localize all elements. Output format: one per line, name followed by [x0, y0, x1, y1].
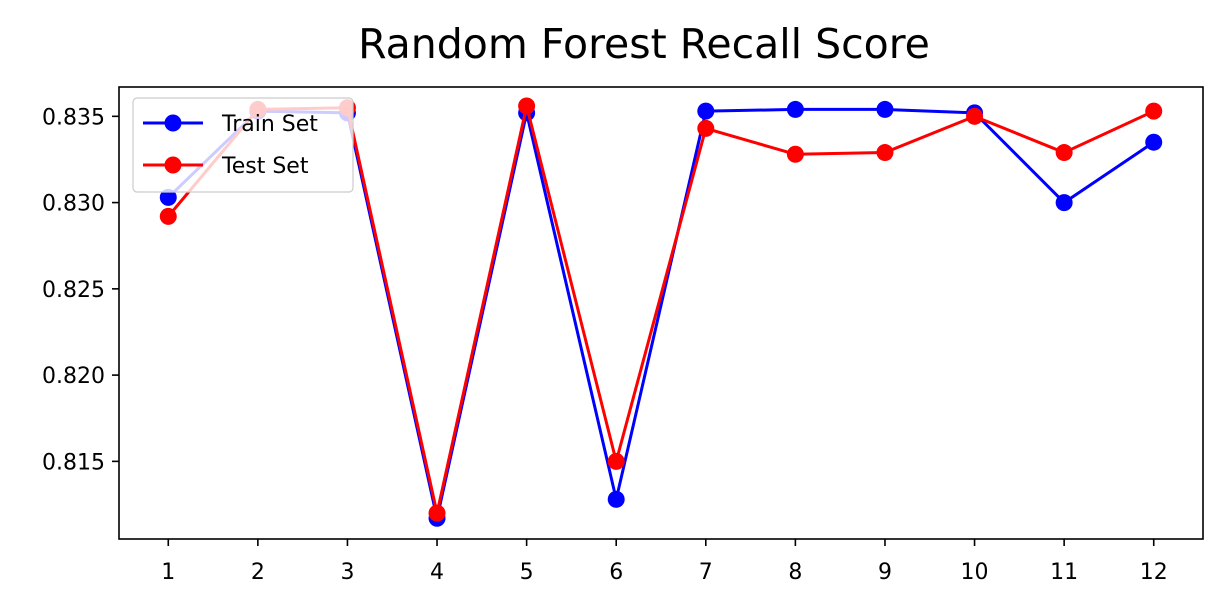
x-tick-label: 1	[161, 560, 175, 585]
legend-test-marker	[164, 156, 182, 174]
y-tick-label: 0.835	[42, 105, 105, 130]
x-tick-label: 7	[699, 560, 713, 585]
x-tick-label: 10	[961, 560, 989, 585]
x-tick-label: 3	[340, 560, 354, 585]
data-point-test	[607, 452, 625, 470]
x-tick-label: 6	[609, 560, 623, 585]
data-point-test	[159, 207, 177, 225]
data-point-test	[786, 145, 804, 163]
data-point-train	[159, 188, 177, 206]
y-tick-label: 0.830	[42, 192, 105, 217]
data-point-train	[1145, 133, 1163, 151]
x-tick-label: 5	[520, 560, 534, 585]
data-point-train	[786, 100, 804, 118]
y-tick-label: 0.820	[42, 364, 105, 389]
x-tick-label: 11	[1050, 560, 1078, 585]
data-point-train	[1055, 194, 1073, 212]
x-tick-label: 8	[788, 560, 802, 585]
data-point-test	[1055, 144, 1073, 162]
legend-train-marker	[164, 114, 182, 132]
data-point-test	[1145, 102, 1163, 120]
x-axis: 1 2 3 4 5 6 7 8 9 10 11 12	[161, 539, 1168, 585]
y-axis: 0.815 0.820 0.825 0.830 0.835	[42, 105, 119, 475]
data-point-test	[697, 119, 715, 137]
data-point-test	[876, 144, 894, 162]
y-tick-label: 0.825	[42, 278, 105, 303]
legend-test-label: Test Set	[221, 154, 309, 179]
data-point-train	[876, 100, 894, 118]
legend: Train Set Test Set	[132, 97, 354, 193]
x-tick-label: 9	[878, 560, 892, 585]
legend-train-label: Train Set	[221, 112, 318, 137]
x-tick-label: 12	[1140, 560, 1168, 585]
x-tick-label: 2	[251, 560, 265, 585]
data-point-test	[428, 504, 446, 522]
y-tick-label: 0.815	[42, 450, 105, 475]
data-point-train	[607, 490, 625, 508]
axes-frame	[118, 86, 1204, 540]
data-point-test	[518, 97, 536, 115]
x-tick-label: 4	[430, 560, 444, 585]
data-point-train	[697, 102, 715, 120]
chart-title: Random Forest Recall Score	[358, 20, 930, 68]
data-point-test	[966, 107, 984, 125]
